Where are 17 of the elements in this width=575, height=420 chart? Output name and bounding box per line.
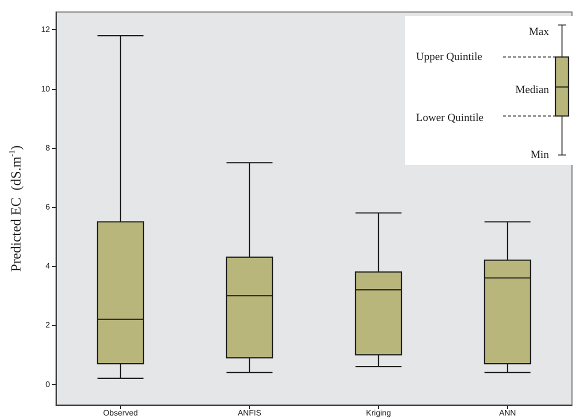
y-tick-label: 8 (46, 143, 51, 152)
annotation: Min (530, 149, 549, 161)
annotation: Median (515, 84, 549, 96)
annotation: Lower Quintile (416, 112, 484, 124)
annotation: Max (528, 26, 549, 38)
y-tick-label: 0 (46, 380, 51, 389)
x-tick-label: ANFIS (238, 408, 262, 418)
y-tick-label: 6 (46, 202, 51, 212)
x-tick-label: ANN (499, 408, 516, 418)
y-axis-title: Predicted EC (dS.m-1) (8, 144, 24, 272)
y-tick-label: 2 (46, 320, 51, 330)
annotation: Upper Quintile (416, 51, 482, 63)
y-tick-label: 12 (41, 25, 51, 34)
x-tick-label: Kriging (366, 408, 391, 418)
y-tick-label: 4 (46, 262, 51, 271)
y-tick-label: 10 (41, 84, 51, 94)
x-tick-label: Observed (103, 408, 138, 418)
